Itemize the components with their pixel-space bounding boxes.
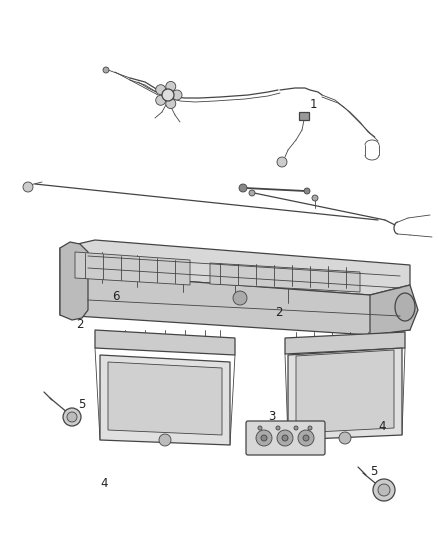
Circle shape bbox=[156, 85, 166, 95]
Circle shape bbox=[304, 188, 310, 194]
Polygon shape bbox=[296, 350, 394, 433]
Circle shape bbox=[308, 426, 312, 430]
Circle shape bbox=[294, 426, 298, 430]
Circle shape bbox=[249, 190, 255, 196]
Circle shape bbox=[256, 430, 272, 446]
Circle shape bbox=[239, 184, 247, 192]
Text: 3: 3 bbox=[268, 410, 276, 423]
Text: 5: 5 bbox=[78, 398, 85, 411]
Circle shape bbox=[298, 430, 314, 446]
Text: 2: 2 bbox=[76, 318, 84, 331]
Polygon shape bbox=[75, 252, 190, 285]
Circle shape bbox=[159, 434, 171, 446]
Circle shape bbox=[277, 430, 293, 446]
Polygon shape bbox=[370, 285, 418, 335]
Circle shape bbox=[373, 479, 395, 501]
Circle shape bbox=[63, 408, 81, 426]
Text: 5: 5 bbox=[370, 465, 378, 478]
Text: 4: 4 bbox=[100, 477, 107, 490]
Polygon shape bbox=[60, 272, 410, 335]
Circle shape bbox=[378, 484, 390, 496]
Circle shape bbox=[156, 95, 166, 106]
Circle shape bbox=[166, 99, 176, 109]
Circle shape bbox=[166, 82, 176, 92]
Polygon shape bbox=[95, 330, 235, 355]
Polygon shape bbox=[108, 362, 222, 435]
Circle shape bbox=[172, 90, 182, 100]
Text: 1: 1 bbox=[310, 98, 318, 111]
Polygon shape bbox=[288, 348, 402, 440]
Polygon shape bbox=[210, 263, 360, 292]
Text: 2: 2 bbox=[275, 306, 283, 319]
Circle shape bbox=[276, 426, 280, 430]
Polygon shape bbox=[100, 355, 230, 445]
FancyBboxPatch shape bbox=[299, 112, 309, 120]
Circle shape bbox=[282, 435, 288, 441]
Polygon shape bbox=[60, 240, 410, 295]
Ellipse shape bbox=[395, 293, 415, 321]
Polygon shape bbox=[60, 242, 88, 320]
Circle shape bbox=[103, 67, 109, 73]
Circle shape bbox=[23, 182, 33, 192]
Circle shape bbox=[303, 435, 309, 441]
Circle shape bbox=[258, 426, 262, 430]
Circle shape bbox=[277, 157, 287, 167]
Circle shape bbox=[233, 291, 247, 305]
Circle shape bbox=[339, 432, 351, 444]
FancyBboxPatch shape bbox=[246, 421, 325, 455]
Circle shape bbox=[261, 435, 267, 441]
Circle shape bbox=[67, 412, 77, 422]
Text: 4: 4 bbox=[378, 420, 385, 433]
Circle shape bbox=[162, 89, 174, 101]
Circle shape bbox=[312, 195, 318, 201]
Polygon shape bbox=[285, 332, 405, 354]
Text: 6: 6 bbox=[112, 290, 120, 303]
